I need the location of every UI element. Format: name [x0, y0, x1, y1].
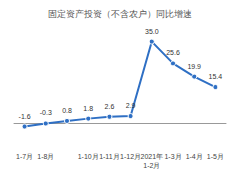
svg-text:1-5月: 1-5月: [207, 153, 224, 160]
svg-text:1-4月: 1-4月: [186, 153, 203, 160]
svg-text:1-8月: 1-8月: [37, 153, 54, 160]
svg-text:2021年: 2021年: [141, 153, 164, 160]
svg-text:25.6: 25.6: [166, 49, 180, 56]
svg-text:2.9: 2.9: [126, 102, 136, 109]
svg-text:1-12月: 1-12月: [120, 153, 141, 160]
svg-text:固定资产投资（不含农户）同比增速: 固定资产投资（不含农户）同比增速: [48, 9, 192, 19]
svg-text:1-3月: 1-3月: [164, 153, 181, 160]
svg-text:1.8: 1.8: [83, 105, 93, 112]
svg-text:1-7月: 1-7月: [16, 153, 33, 160]
svg-text:0.8: 0.8: [62, 107, 72, 114]
svg-text:19.9: 19.9: [187, 63, 201, 70]
svg-text:1-10月: 1-10月: [78, 153, 99, 160]
svg-text:35.0: 35.0: [145, 28, 159, 35]
svg-text:-1.6: -1.6: [19, 113, 31, 120]
svg-text:2.6: 2.6: [105, 103, 115, 110]
svg-text:15.4: 15.4: [209, 73, 223, 80]
svg-text:-0.3: -0.3: [40, 109, 52, 116]
svg-text:1-11月: 1-11月: [99, 153, 120, 160]
svg-text:1-2月: 1-2月: [143, 162, 160, 169]
